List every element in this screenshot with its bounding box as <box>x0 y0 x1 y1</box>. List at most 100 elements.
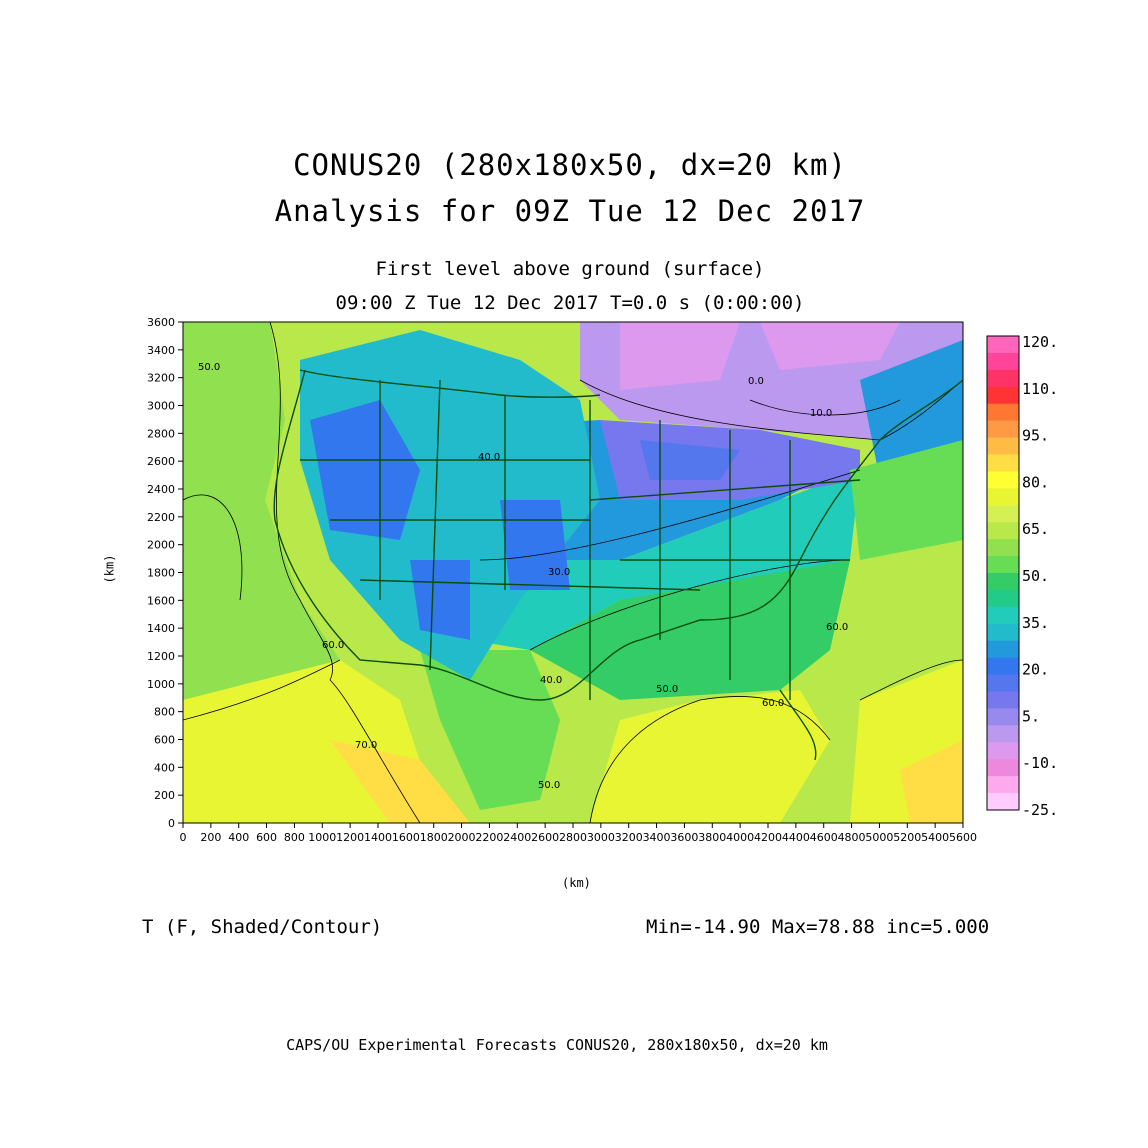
colorbar-swatch <box>987 657 1019 676</box>
contour-label: 50.0 <box>538 780 560 791</box>
y-tick-label: 1400 <box>147 622 175 635</box>
x-tick-label: 5000 <box>865 831 893 844</box>
colorbar-swatch <box>987 573 1019 591</box>
x-tick-label: 1800 <box>420 831 448 844</box>
colorbar-label: 95. <box>1022 427 1049 445</box>
contour-lines <box>183 322 963 823</box>
colorbar-swatch <box>987 522 1019 540</box>
colorbar-label: 110. <box>1022 380 1058 398</box>
x-tick-label: 0 <box>180 831 187 844</box>
plot-title-line2: Analysis for 09Z Tue 12 Dec 2017 <box>274 194 866 228</box>
contour-label: 0.0 <box>748 376 764 387</box>
colorbar-swatch <box>987 640 1019 659</box>
colorbar-swatch <box>987 725 1019 743</box>
colorbar-swatch <box>987 776 1019 794</box>
x-tick-label: 3600 <box>670 831 698 844</box>
y-tick-label: 1800 <box>147 567 175 580</box>
x-axis-ticks: 0 200 400 600 800 1000 1200 1400 1600 1800 2000 220… <box>180 823 977 844</box>
y-tick-label: 3200 <box>147 372 175 385</box>
x-tick-label: 4400 <box>782 831 810 844</box>
colorbar-swatch <box>987 352 1019 371</box>
contour-label-group: 50.0 40.0 30.0 10.0 0.0 50.0 60.0 40.0 60.0 70.0 5… <box>198 362 848 791</box>
colorbar-swatch <box>987 488 1019 506</box>
colorbar-label: 20. <box>1022 661 1049 679</box>
colorbar-swatch <box>987 386 1019 405</box>
x-tick-label: 2000 <box>448 831 476 844</box>
x-tick-label: 4200 <box>754 831 782 844</box>
y-tick-label: 400 <box>154 761 175 774</box>
x-tick-label: 5600 <box>949 831 977 844</box>
contour-label: 60.0 <box>826 622 848 633</box>
field-description: T (F, Shaded/Contour) <box>142 916 383 938</box>
x-tick-label: 200 <box>200 831 221 844</box>
colorbar-frame <box>986 335 1020 811</box>
contour-label: 10.0 <box>810 408 832 419</box>
colorbar-label: 65. <box>1022 520 1049 538</box>
x-tick-label: 600 <box>256 831 277 844</box>
colorbar: 120. 110. 95. 80. 65. 50. 35. 20. 5. -10. -25. <box>986 333 1058 819</box>
colorbar-swatch <box>987 708 1019 726</box>
y-tick-label: 1000 <box>147 678 175 691</box>
colorbar-label: -10. <box>1022 754 1058 772</box>
colorbar-swatch <box>987 606 1019 625</box>
colorbar-swatch <box>987 420 1019 439</box>
colorbar-label: 35. <box>1022 614 1049 632</box>
x-tick-label: 1000 <box>308 831 336 844</box>
y-tick-label: 3000 <box>147 400 175 413</box>
x-tick-label: 5400 <box>921 831 949 844</box>
political-boundaries <box>273 369 963 761</box>
x-tick-label: 3800 <box>698 831 726 844</box>
y-axis-label: (km) <box>102 554 117 584</box>
contour-label: 40.0 <box>540 675 562 686</box>
y-tick-label: 800 <box>154 706 175 719</box>
colorbar-label: 120. <box>1022 333 1058 351</box>
x-tick-label: 4800 <box>838 831 866 844</box>
y-tick-label: 2600 <box>147 455 175 468</box>
plot-title-line1: CONUS20 (280x180x50, dx=20 km) <box>293 148 847 182</box>
x-axis-label: (km) <box>562 876 591 890</box>
x-tick-label: 800 <box>284 831 305 844</box>
plot-subtitle-level: First level above ground (surface) <box>375 258 765 280</box>
x-tick-label: 1400 <box>364 831 392 844</box>
colorbar-swatch <box>987 336 1019 354</box>
contour-label: 60.0 <box>322 640 344 651</box>
credit-line: CAPS/OU Experimental Forecasts CONUS20, … <box>286 1036 828 1054</box>
colorbar-swatch <box>987 742 1019 760</box>
colorbar-swatch <box>987 793 1019 811</box>
x-tick-label: 3400 <box>643 831 671 844</box>
y-tick-label: 3600 <box>147 316 175 329</box>
colorbar-swatch <box>987 369 1019 388</box>
y-tick-label: 2200 <box>147 511 175 524</box>
contour-label: 40.0 <box>478 452 500 463</box>
y-tick-label: 200 <box>154 789 175 802</box>
y-axis-ticks: 0 200 400 600 800 1000 1200 1400 1600 1800 2000 220… <box>147 316 183 830</box>
colorbar-swatch <box>987 691 1019 709</box>
colorbar-swatch <box>987 539 1019 557</box>
y-tick-label: 2400 <box>147 483 175 496</box>
x-tick-label: 2400 <box>503 831 531 844</box>
x-tick-label: 400 <box>228 831 249 844</box>
colorbar-label: 50. <box>1022 567 1049 585</box>
x-tick-label: 2200 <box>475 831 503 844</box>
colorbar-swatch <box>987 674 1019 692</box>
contour-label: 70.0 <box>355 740 377 751</box>
y-tick-label: 2000 <box>147 539 175 552</box>
y-tick-label: 1200 <box>147 650 175 663</box>
y-tick-label: 1600 <box>147 594 175 607</box>
y-tick-label: 0 <box>168 817 175 830</box>
colorbar-label: 5. <box>1022 707 1040 725</box>
x-tick-label: 5200 <box>893 831 921 844</box>
plot-subtitle-time: 09:00 Z Tue 12 Dec 2017 T=0.0 s (0:00:00… <box>335 292 805 314</box>
contour-label: 60.0 <box>762 698 784 709</box>
x-tick-label: 3000 <box>587 831 615 844</box>
colorbar-swatch <box>987 437 1019 455</box>
x-tick-label: 1600 <box>392 831 420 844</box>
y-tick-label: 3400 <box>147 344 175 357</box>
colorbar-swatch <box>987 556 1019 574</box>
colorbar-swatch <box>987 759 1019 777</box>
colorbar-label: -25. <box>1022 801 1058 819</box>
colorbar-swatch <box>987 623 1019 642</box>
colorbar-swatch <box>987 403 1019 422</box>
colorbar-label: 80. <box>1022 473 1049 491</box>
